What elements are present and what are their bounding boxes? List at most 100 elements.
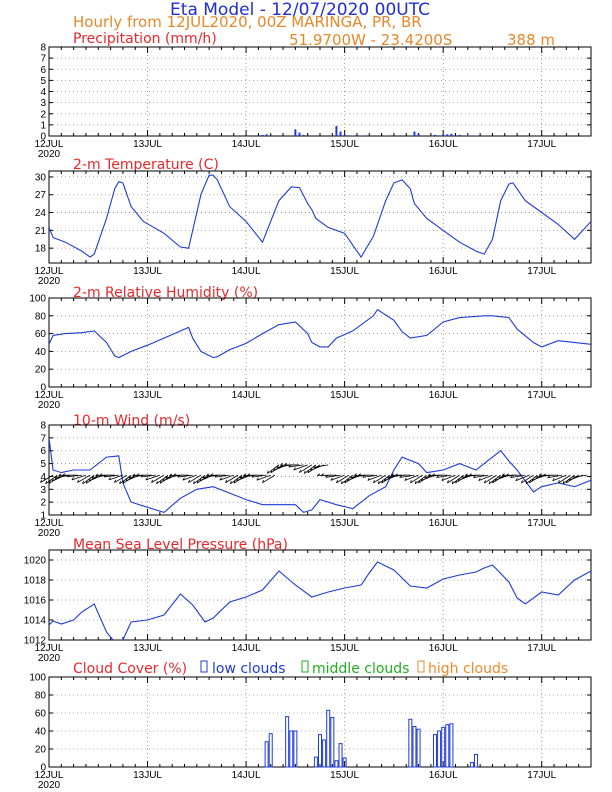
wind-barb-head xyxy=(284,462,288,466)
cloud-bar-low xyxy=(449,723,454,768)
precip-bar xyxy=(466,135,469,136)
wind-barb-head xyxy=(145,477,148,481)
cloud-day-label: 15JUL xyxy=(330,770,359,781)
wind-barb-head xyxy=(85,480,88,484)
wind-barb xyxy=(140,474,156,478)
wind-barb-head xyxy=(251,474,255,478)
wind-barb xyxy=(404,474,419,481)
wind-barb-head xyxy=(501,473,505,476)
cloud-bar-low xyxy=(330,717,335,768)
temp-panel: 2-m Temperature (C) 18 21 24 27 30 12JUL 13JUL 1… xyxy=(35,157,592,287)
cloud-bar-low xyxy=(289,730,294,768)
wind-barb-head xyxy=(88,478,91,482)
wind-barb xyxy=(362,474,378,478)
wind-barb xyxy=(156,474,169,485)
wind-barb-head xyxy=(182,477,185,481)
pres-series-line xyxy=(49,561,591,640)
wind-barb-head xyxy=(313,464,316,468)
temp-ytick-label: 21 xyxy=(35,226,47,237)
rh-ytick-label: 20 xyxy=(35,365,47,376)
wind-barb-head xyxy=(565,479,568,483)
wind-day-label: 14JUL xyxy=(232,518,261,529)
cloud-bar-low xyxy=(326,709,331,768)
wind-barb xyxy=(547,474,563,479)
coordinates-label: 51.9700W - 23.4200S xyxy=(289,31,452,49)
wind-barb-head xyxy=(199,478,202,482)
precip-day-label: 16JUL xyxy=(429,139,458,150)
wind-barb-head xyxy=(515,477,518,481)
pres-day-label: 17JUL xyxy=(527,643,556,654)
wind-barb-head xyxy=(233,480,236,484)
wind-barb-head xyxy=(531,477,534,481)
wind-barb-head xyxy=(367,477,370,481)
wind-barb xyxy=(299,464,312,473)
wind-ytick-label: 7 xyxy=(40,433,46,444)
wind-barb-head xyxy=(497,474,501,478)
wind-barb-head xyxy=(132,473,136,476)
wind-barb-head xyxy=(568,477,571,481)
cloud-bar-low xyxy=(474,753,479,768)
wind-day-label: 16JUL xyxy=(429,518,458,529)
wind-barb-head xyxy=(54,475,58,479)
wind-barb-head xyxy=(347,477,350,481)
wind-ytick-label: 3 xyxy=(40,485,46,496)
precip-ytick-label: 5 xyxy=(40,76,46,87)
cloud-ytick-label: 20 xyxy=(35,745,47,756)
wind-barb-head xyxy=(469,473,472,476)
cloud-bar-low xyxy=(293,730,298,768)
legend-high-swatch xyxy=(417,660,425,673)
pres-day-label: 12JUL xyxy=(35,643,64,654)
temp-frame xyxy=(48,170,592,264)
legend-middle-swatch xyxy=(301,660,309,673)
wind-barb xyxy=(510,474,526,479)
cloud-day-label: 14JUL xyxy=(232,770,261,781)
wind-barbs xyxy=(40,462,587,485)
wind-barb-head xyxy=(95,473,99,477)
pres-ytick-label: 1018 xyxy=(24,576,47,587)
wind-barb-head xyxy=(188,479,190,483)
wind-barb xyxy=(82,474,95,485)
precip-day-label: 13JUL xyxy=(133,139,162,150)
wind-barb xyxy=(45,474,58,485)
cloud-bar-low xyxy=(322,739,327,768)
cloud-ytick-label: 40 xyxy=(35,727,47,738)
precip-bar xyxy=(417,133,420,136)
wind-barb-head xyxy=(108,477,111,481)
wind-barb-head xyxy=(247,473,251,476)
cloud-ytick-label: 80 xyxy=(35,691,47,702)
wind-day-label: 12JUL xyxy=(35,518,64,529)
wind-barb-head xyxy=(538,473,542,476)
wind-barb xyxy=(262,474,276,484)
wind-barb-head xyxy=(510,475,513,478)
wind-barb-head xyxy=(410,480,412,484)
wind-barb xyxy=(367,474,382,481)
wind-barb-head xyxy=(128,475,132,479)
rh-day-label: 17JUL xyxy=(527,390,556,401)
precip-bar xyxy=(343,134,346,136)
cloud-day-label: 16JUL xyxy=(429,770,458,781)
cloud-frame xyxy=(48,676,592,768)
wind-barb-head xyxy=(488,480,491,484)
wind-day-label: 13JUL xyxy=(133,518,162,529)
cloud-bar-low xyxy=(313,756,318,768)
rh-title: 2-m Relative Humidity (%) xyxy=(73,285,258,301)
precip-bar xyxy=(433,134,436,136)
cloud-bar-low xyxy=(285,716,290,768)
wind-barb-head xyxy=(317,473,320,476)
wind-barb xyxy=(230,474,243,485)
wind-barb-head xyxy=(330,477,333,481)
cloud-bar-low xyxy=(445,724,450,768)
wind-barb-head xyxy=(304,470,306,474)
wind-barb-head xyxy=(230,480,232,484)
wind-barb-head xyxy=(162,478,165,482)
wind-barb-head xyxy=(165,475,169,479)
precip-bar xyxy=(335,125,338,136)
wind-barb-head xyxy=(125,478,128,482)
wind-barb xyxy=(521,474,534,484)
wind-barb xyxy=(288,464,304,468)
wind-barb-head xyxy=(571,474,575,478)
wind-barb xyxy=(40,474,54,483)
rh-day-label: 12JUL xyxy=(35,390,64,401)
